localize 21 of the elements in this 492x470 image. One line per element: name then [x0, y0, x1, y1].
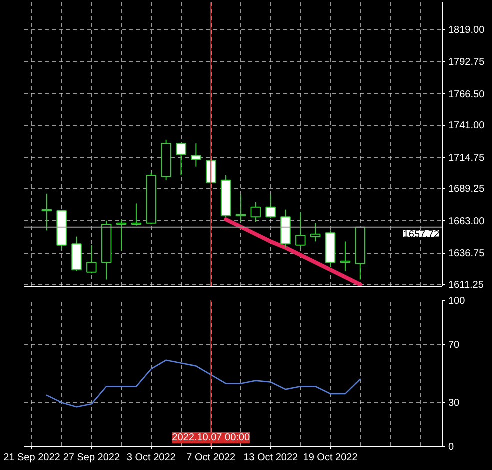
x-tick-label: 13 Oct 2022 — [244, 452, 298, 464]
x-tick-label: 3 Oct 2022 — [126, 452, 176, 464]
y-tick-label: 1792.75 — [448, 57, 486, 68]
y-tick-label: 1741.00 — [448, 120, 486, 132]
y-tick-label: 1766.50 — [448, 89, 486, 100]
ref-line-label: 2022.10.07 00:00 — [172, 432, 250, 444]
y-tick-label: 0 — [448, 442, 454, 453]
y-tick-label: 1819.00 — [448, 24, 486, 36]
ref-line-label: 1657.72 — [403, 229, 440, 240]
y-tick-label: 30 — [448, 398, 460, 410]
y-tick-label: 1636.75 — [448, 248, 486, 260]
y-tick-label: 1689.25 — [448, 184, 486, 196]
y-tick-label: 1611.25 — [448, 280, 484, 291]
x-tick-label: 27 Sep 2022 — [63, 452, 120, 464]
y-tick-label: 70 — [448, 340, 460, 351]
x-tick-label: 21 Sep 2022 — [4, 452, 61, 464]
x-tick-label: 7 Oct 2022 — [186, 452, 236, 464]
y-tick-label: 1714.75 — [448, 152, 486, 164]
y-tick-label: 1663.00 — [448, 216, 486, 228]
y-tick-label: 100 — [448, 296, 466, 307]
x-tick-label: 19 Oct 2022 — [303, 452, 358, 464]
